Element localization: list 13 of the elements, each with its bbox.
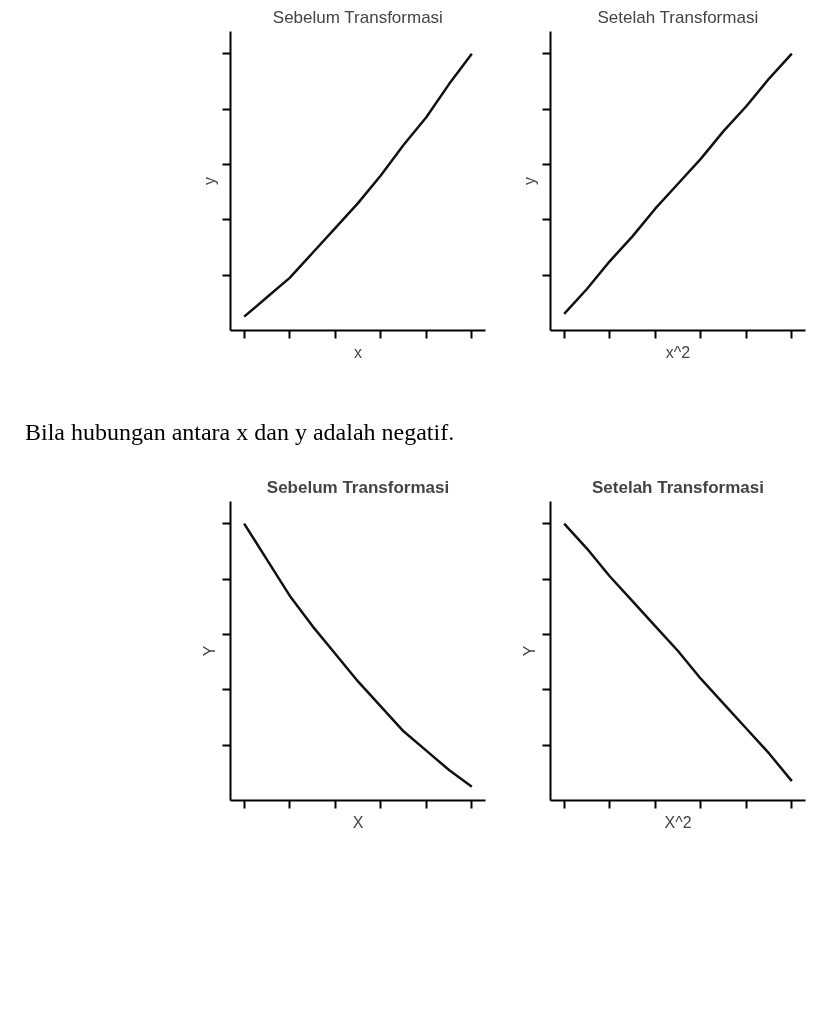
text: Bila hubungan antara x dan y adalah negatif. xyxy=(25,418,455,447)
chart-title: Sebelum Transformasi xyxy=(266,477,450,497)
y-axis-title: y xyxy=(520,177,538,185)
chart-title: Setelah Transformasi xyxy=(597,7,759,27)
x-axis-title: x^2 xyxy=(665,343,691,361)
y-axis-title: Y xyxy=(200,645,218,657)
chart-title: Sebelum Transformasi xyxy=(272,7,443,27)
y-axis-title: Y xyxy=(520,645,538,657)
x-axis-title: X xyxy=(352,813,364,831)
x-axis-title: x xyxy=(354,343,362,361)
x-axis-title: X^2 xyxy=(664,813,692,831)
y-axis-title: y xyxy=(200,177,218,185)
chart-title: Setelah Transformasi xyxy=(592,477,764,497)
